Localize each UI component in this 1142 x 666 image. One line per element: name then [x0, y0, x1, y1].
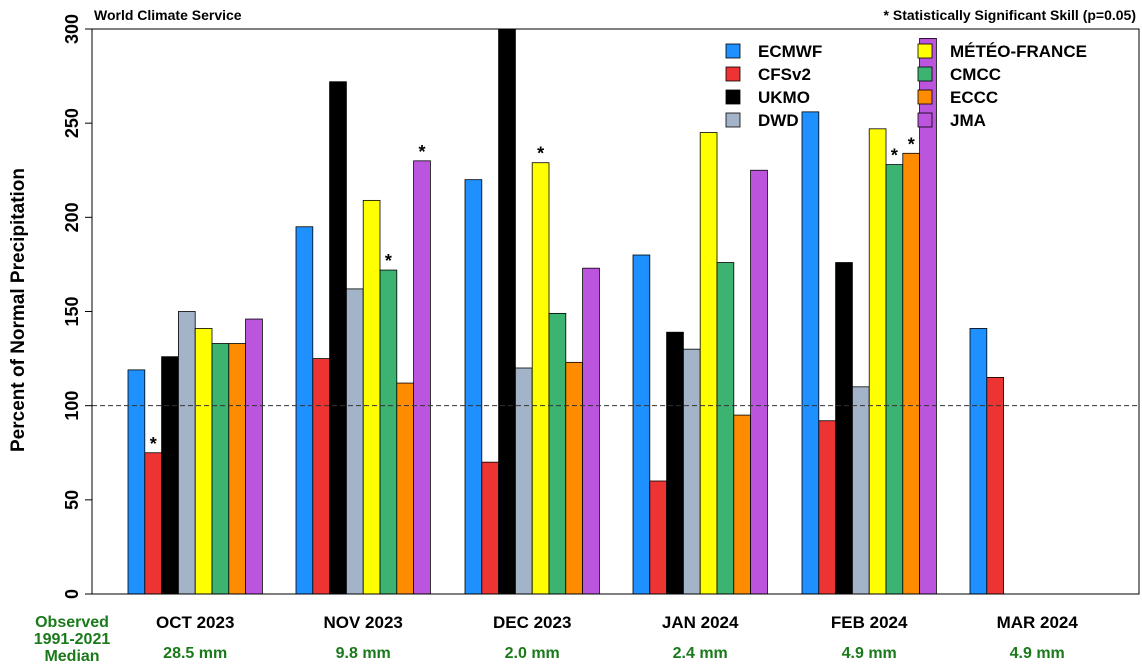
y-tick-label: 250 — [62, 108, 82, 138]
bar-eccc-nov-2023 — [396, 382, 414, 595]
significance-asterisk: * — [150, 434, 157, 454]
observed-median-value: 4.9 mm — [1010, 645, 1065, 662]
bar-m-t-o-france-oct-2023 — [194, 328, 213, 595]
y-tick-label: 100 — [62, 391, 82, 421]
bar-cfsv2-mar-2024 — [986, 377, 1004, 595]
legend-label: JMA — [950, 111, 986, 130]
bar-ecmwf-mar-2024 — [969, 328, 988, 595]
y-tick-label: 50 — [62, 490, 82, 510]
significance-note: * Statistically Significant Skill (p=0.0… — [884, 7, 1136, 23]
bar-ecmwf-dec-2023 — [464, 179, 483, 595]
x-tick-label: NOV 2023 — [324, 613, 403, 632]
bar-cfsv2-oct-2023 — [144, 452, 163, 595]
legend-swatch — [725, 66, 741, 82]
bar-dwd-feb-2024 — [852, 386, 870, 595]
legend-label: DWD — [758, 111, 799, 130]
bar-ukmo-jan-2024 — [666, 331, 684, 595]
bar-eccc-feb-2024 — [902, 152, 920, 595]
bar-eccc-jan-2024 — [733, 414, 751, 595]
bar-m-t-o-france-dec-2023 — [531, 162, 550, 595]
observed-label-line: Observed — [35, 614, 109, 631]
observed-median-value: 2.4 mm — [673, 645, 728, 662]
bar-ukmo-nov-2023 — [329, 81, 347, 595]
bar-cmcc-dec-2023 — [548, 312, 567, 595]
observed-median-value: 4.9 mm — [842, 645, 897, 662]
significance-asterisk: * — [891, 146, 898, 166]
observed-median-value: 28.5 mm — [163, 645, 227, 662]
source-label: World Climate Service — [94, 7, 242, 23]
y-tick-label: 300 — [62, 14, 82, 44]
significance-asterisk: * — [418, 142, 425, 162]
x-tick-label: MAR 2024 — [997, 613, 1079, 632]
bar-ukmo-feb-2024 — [835, 262, 853, 595]
bar-cmcc-feb-2024 — [885, 164, 904, 595]
bar-jma-oct-2023 — [245, 318, 263, 595]
bar-eccc-dec-2023 — [565, 361, 583, 595]
bar-cmcc-jan-2024 — [716, 262, 735, 595]
significance-asterisk: * — [385, 251, 392, 271]
legend-swatch — [917, 112, 933, 128]
legend-label: UKMO — [758, 88, 810, 107]
legend-label: ECCC — [950, 88, 998, 107]
bar-ecmwf-jan-2024 — [632, 254, 651, 595]
bar-jma-dec-2023 — [582, 267, 600, 595]
bar-jma-jan-2024 — [750, 169, 768, 595]
y-tick-label: 200 — [62, 202, 82, 232]
legend-swatch — [917, 66, 933, 82]
y-tick-label: 150 — [62, 296, 82, 326]
legend-label: MÉTÉO-FRANCE — [950, 42, 1087, 61]
bar-dwd-nov-2023 — [345, 288, 364, 595]
observed-label-line: 1991-2021 — [34, 631, 111, 648]
observed-label-line: Median — [44, 648, 99, 665]
bar-dwd-jan-2024 — [683, 348, 701, 595]
x-tick-label: DEC 2023 — [493, 613, 571, 632]
bar-m-t-o-france-jan-2024 — [699, 132, 718, 595]
legend-swatch — [725, 112, 741, 128]
legend-swatch — [917, 89, 933, 105]
legend-swatch — [725, 89, 741, 105]
bar-cfsv2-nov-2023 — [312, 358, 330, 595]
legend: ECMWF CFSv2 UKMO DWD MÉTÉO-FRANCE CMCC ECCC JMA — [725, 42, 1087, 130]
axis-layer: 0 50 100 150 200 250 300 OCT 2023 28.5 mm NOV 202… — [62, 14, 1140, 662]
bar-dwd-oct-2023 — [177, 311, 196, 595]
legend-label: ECMWF — [758, 42, 822, 61]
bar-ecmwf-nov-2023 — [295, 226, 314, 595]
bar-m-t-o-france-feb-2024 — [868, 128, 887, 595]
y-axis-label: Percent of Normal Precipitation — [8, 168, 29, 452]
bar-ukmo-dec-2023 — [498, 28, 516, 595]
bar-dwd-dec-2023 — [515, 367, 533, 595]
x-tick-label: FEB 2024 — [831, 613, 908, 632]
significance-asterisk: * — [537, 144, 544, 164]
bar-cfsv2-dec-2023 — [481, 461, 499, 595]
bar-eccc-oct-2023 — [228, 343, 247, 595]
bar-cmcc-oct-2023 — [211, 343, 230, 595]
bar-ukmo-oct-2023 — [161, 356, 179, 595]
bar-ecmwf-feb-2024 — [801, 111, 820, 595]
bar-ecmwf-oct-2023 — [127, 369, 146, 595]
bar-jma-nov-2023 — [413, 160, 431, 595]
observed-median-value: 2.0 mm — [505, 645, 560, 662]
significance-asterisk: * — [908, 134, 915, 154]
legend-label: CMCC — [950, 65, 1001, 84]
x-tick-label: JAN 2024 — [662, 613, 739, 632]
bar-cfsv2-jan-2024 — [649, 480, 667, 595]
observed-median-value: 9.8 mm — [336, 645, 391, 662]
legend-swatch — [725, 43, 741, 59]
bar-cmcc-nov-2023 — [379, 269, 398, 595]
y-tick-label: 0 — [62, 589, 82, 599]
legend-swatch — [917, 43, 933, 59]
bars-layer: * * * * * * — [127, 28, 1004, 595]
bar-cfsv2-feb-2024 — [818, 420, 836, 595]
bar-m-t-o-france-nov-2023 — [362, 199, 381, 595]
legend-label: CFSv2 — [758, 65, 811, 84]
x-tick-label: OCT 2023 — [156, 613, 234, 632]
